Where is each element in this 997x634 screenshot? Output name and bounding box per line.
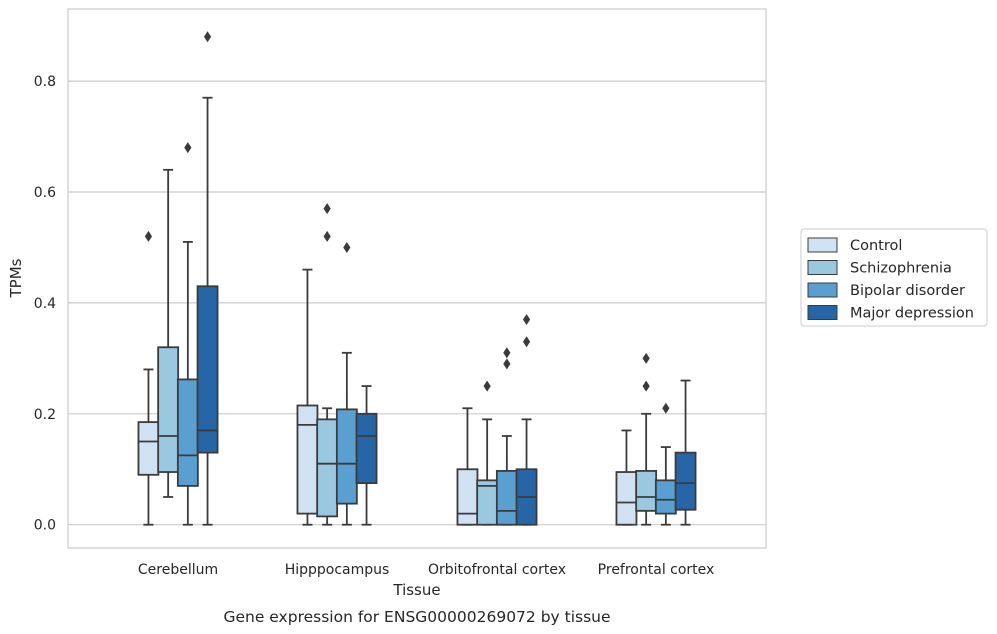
box-iqr [176,378,199,487]
legend-label: Major depression [850,306,974,322]
legend-label: Control [850,238,902,254]
box-major-depression [196,31,219,526]
outlier-point [503,347,511,359]
box-iqr [137,421,160,476]
legend-swatch [807,260,838,275]
box-iqr [335,408,358,505]
outlier-point [642,380,650,392]
box-schizophrenia [157,168,180,498]
legend-swatch [807,305,838,320]
outlier-point [343,241,351,253]
box-control [296,268,319,526]
legend: Control Schizophrenia Bipolar disorder Majo… [800,228,988,327]
x-tick-label: Orbitofrontal cortex [428,562,566,578]
box-control [137,230,160,526]
box-schizophrenia [316,203,339,526]
y-axis-ticks: 0.0 0.2 0.4 0.6 0.8 [34,74,56,534]
y-axis-title: TPMs [7,258,25,298]
outlier-point [144,230,153,242]
legend-swatch [807,237,838,253]
box-series [137,31,697,526]
x-tick-label: Hipppocampus [285,562,390,578]
outlier-point [323,203,331,215]
chart-caption: Gene expression for ENSG00000269072 by t… [223,608,610,626]
box-bipolar-disorder [176,142,199,526]
box-control [615,429,638,526]
box-bipolar-disorder [654,402,677,526]
outlier-point [203,31,212,43]
box-iqr [476,479,499,526]
legend-swatch [807,282,838,298]
box-bipolar-disorder [495,347,518,526]
outlier-point [662,402,670,414]
outlier-point [522,336,531,348]
y-tick-label: 0.6 [34,185,56,201]
box-schizophrenia [476,380,499,526]
y-tick-label: 0.0 [34,518,56,534]
plot-area-frame [67,8,767,549]
box-iqr [456,468,479,526]
y-tick-label: 0.8 [34,74,56,90]
legend-frame [800,228,988,327]
x-tick-label: Cerebellum [138,562,218,578]
x-axis-ticks: Cerebellum Hipppocampus Orbitofrontal cort… [138,562,714,578]
legend-label: Schizophrenia [850,261,952,277]
box-bipolar-disorder [335,241,358,526]
box-iqr [196,285,219,454]
box-major-depression [515,314,538,526]
box-iqr [654,479,677,515]
outlier-point [323,230,331,242]
outlier-point [483,380,491,392]
outlier-point [503,358,511,370]
box-iqr [316,418,339,518]
y-tick-label: 0.2 [34,407,56,423]
box-control [456,407,479,526]
box-iqr [635,470,658,512]
box-iqr [355,412,378,485]
x-tick-label: Prefrontal cortex [598,562,715,578]
box-schizophrenia [635,352,658,526]
x-axis-title: Tissue [392,581,440,599]
box-iqr [296,404,319,515]
box-iqr [157,346,180,473]
box-iqr [674,451,697,511]
box-iqr [495,470,518,526]
outlier-point [522,314,531,326]
y-tick-label: 0.4 [34,296,56,312]
box-major-depression [674,379,697,526]
outlier-point [642,352,650,364]
box-major-depression [355,385,378,526]
outlier-point [184,142,192,154]
box-iqr [615,471,638,526]
legend-label: Bipolar disorder [850,283,965,299]
